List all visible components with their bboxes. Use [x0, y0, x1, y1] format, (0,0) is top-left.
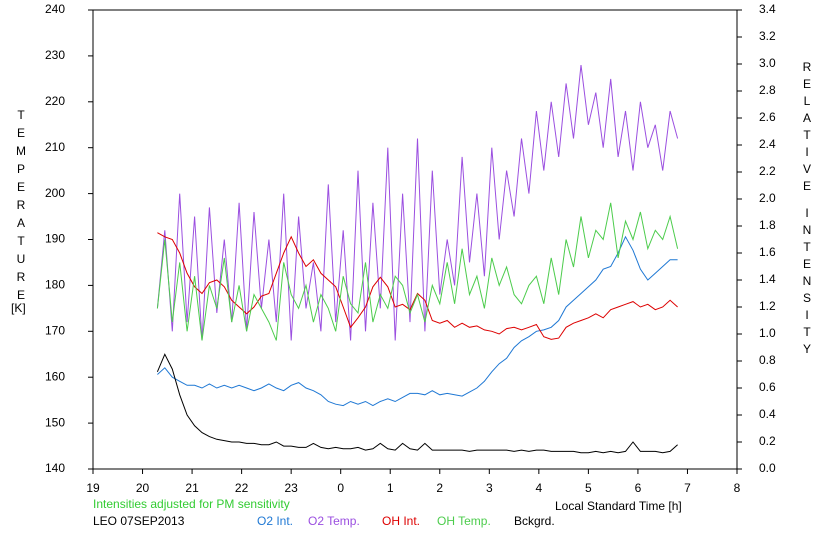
y-tick-label: 160 — [45, 369, 65, 383]
legend-entry: Bckgrd. — [514, 514, 555, 528]
y2-tick-label: 2.6 — [759, 110, 776, 124]
x-tick-label: 21 — [185, 481, 199, 495]
x-axis-title: Local Standard Time [h] — [555, 499, 682, 513]
y2-tick-label: 1.0 — [759, 326, 776, 340]
y2-tick-label: 1.2 — [759, 299, 776, 313]
x-tick-label: 20 — [136, 481, 150, 495]
x-tick-label: 7 — [684, 481, 691, 495]
y-axis-unit: [K] — [11, 301, 26, 315]
y-tick-label: 240 — [45, 2, 65, 16]
note: Intensities adjusted for PM sensitivity — [93, 497, 290, 511]
y-tick-label: 150 — [45, 415, 65, 429]
y-axis-title: TEMPERATURE — [14, 108, 28, 306]
legend-entry: OH Temp. — [437, 514, 491, 528]
x-tick-label: 23 — [284, 481, 298, 495]
y2-tick-label: 2.8 — [759, 83, 776, 97]
x-tick-label: 22 — [235, 481, 249, 495]
legend-entry: OH Int. — [382, 514, 420, 528]
y2-axis-title: INTENSITY — [800, 206, 814, 359]
series-line — [157, 232, 678, 340]
y-tick-label: 170 — [45, 323, 65, 337]
x-tick-label: 0 — [337, 481, 344, 495]
legend-entry: O2 Temp. — [308, 514, 360, 528]
y2-tick-label: 0.0 — [759, 461, 776, 475]
x-tick-label: 6 — [635, 481, 642, 495]
y2-tick-label: 1.4 — [759, 272, 776, 286]
y2-tick-label: 0.2 — [759, 434, 776, 448]
x-tick-label: 1 — [387, 481, 394, 495]
y-tick-label: 220 — [45, 94, 65, 108]
y2-tick-label: 0.4 — [759, 407, 776, 421]
y2-tick-label: 3.4 — [759, 2, 776, 16]
x-tick-label: 5 — [585, 481, 592, 495]
y2-tick-label: 2.4 — [759, 137, 776, 151]
series-line — [156, 202, 679, 341]
plot-frame — [92, 9, 738, 470]
x-tick-label: 8 — [734, 481, 741, 495]
y2-tick-label: 2.0 — [759, 191, 776, 205]
x-tick-label: 2 — [436, 481, 443, 495]
y2-axis-title: RELATIVE — [800, 60, 814, 196]
y2-tick-label: 1.8 — [759, 218, 776, 232]
y2-tick-label: 0.6 — [759, 380, 776, 394]
x-tick-label: 3 — [486, 481, 493, 495]
x-tick-label: 19 — [86, 481, 100, 495]
series-line — [157, 235, 678, 407]
y2-tick-label: 3.2 — [759, 29, 776, 43]
legend-entry: O2 Int. — [257, 514, 293, 528]
series-line — [156, 353, 678, 454]
y-tick-label: 230 — [45, 48, 65, 62]
footer: LEO 07SEP2013 — [93, 514, 185, 528]
series-line — [156, 65, 679, 341]
y2-tick-label: 0.8 — [759, 353, 776, 367]
y-tick-label: 190 — [45, 232, 65, 246]
y2-tick-label: 1.6 — [759, 245, 776, 259]
y2-tick-label: 3.0 — [759, 56, 776, 70]
y2-tick-label: 2.2 — [759, 164, 776, 178]
y-tick-label: 200 — [45, 186, 65, 200]
y-tick-label: 180 — [45, 278, 65, 292]
y-tick-label: 210 — [45, 140, 65, 154]
x-tick-label: 4 — [536, 481, 543, 495]
y-tick-label: 140 — [45, 461, 65, 475]
